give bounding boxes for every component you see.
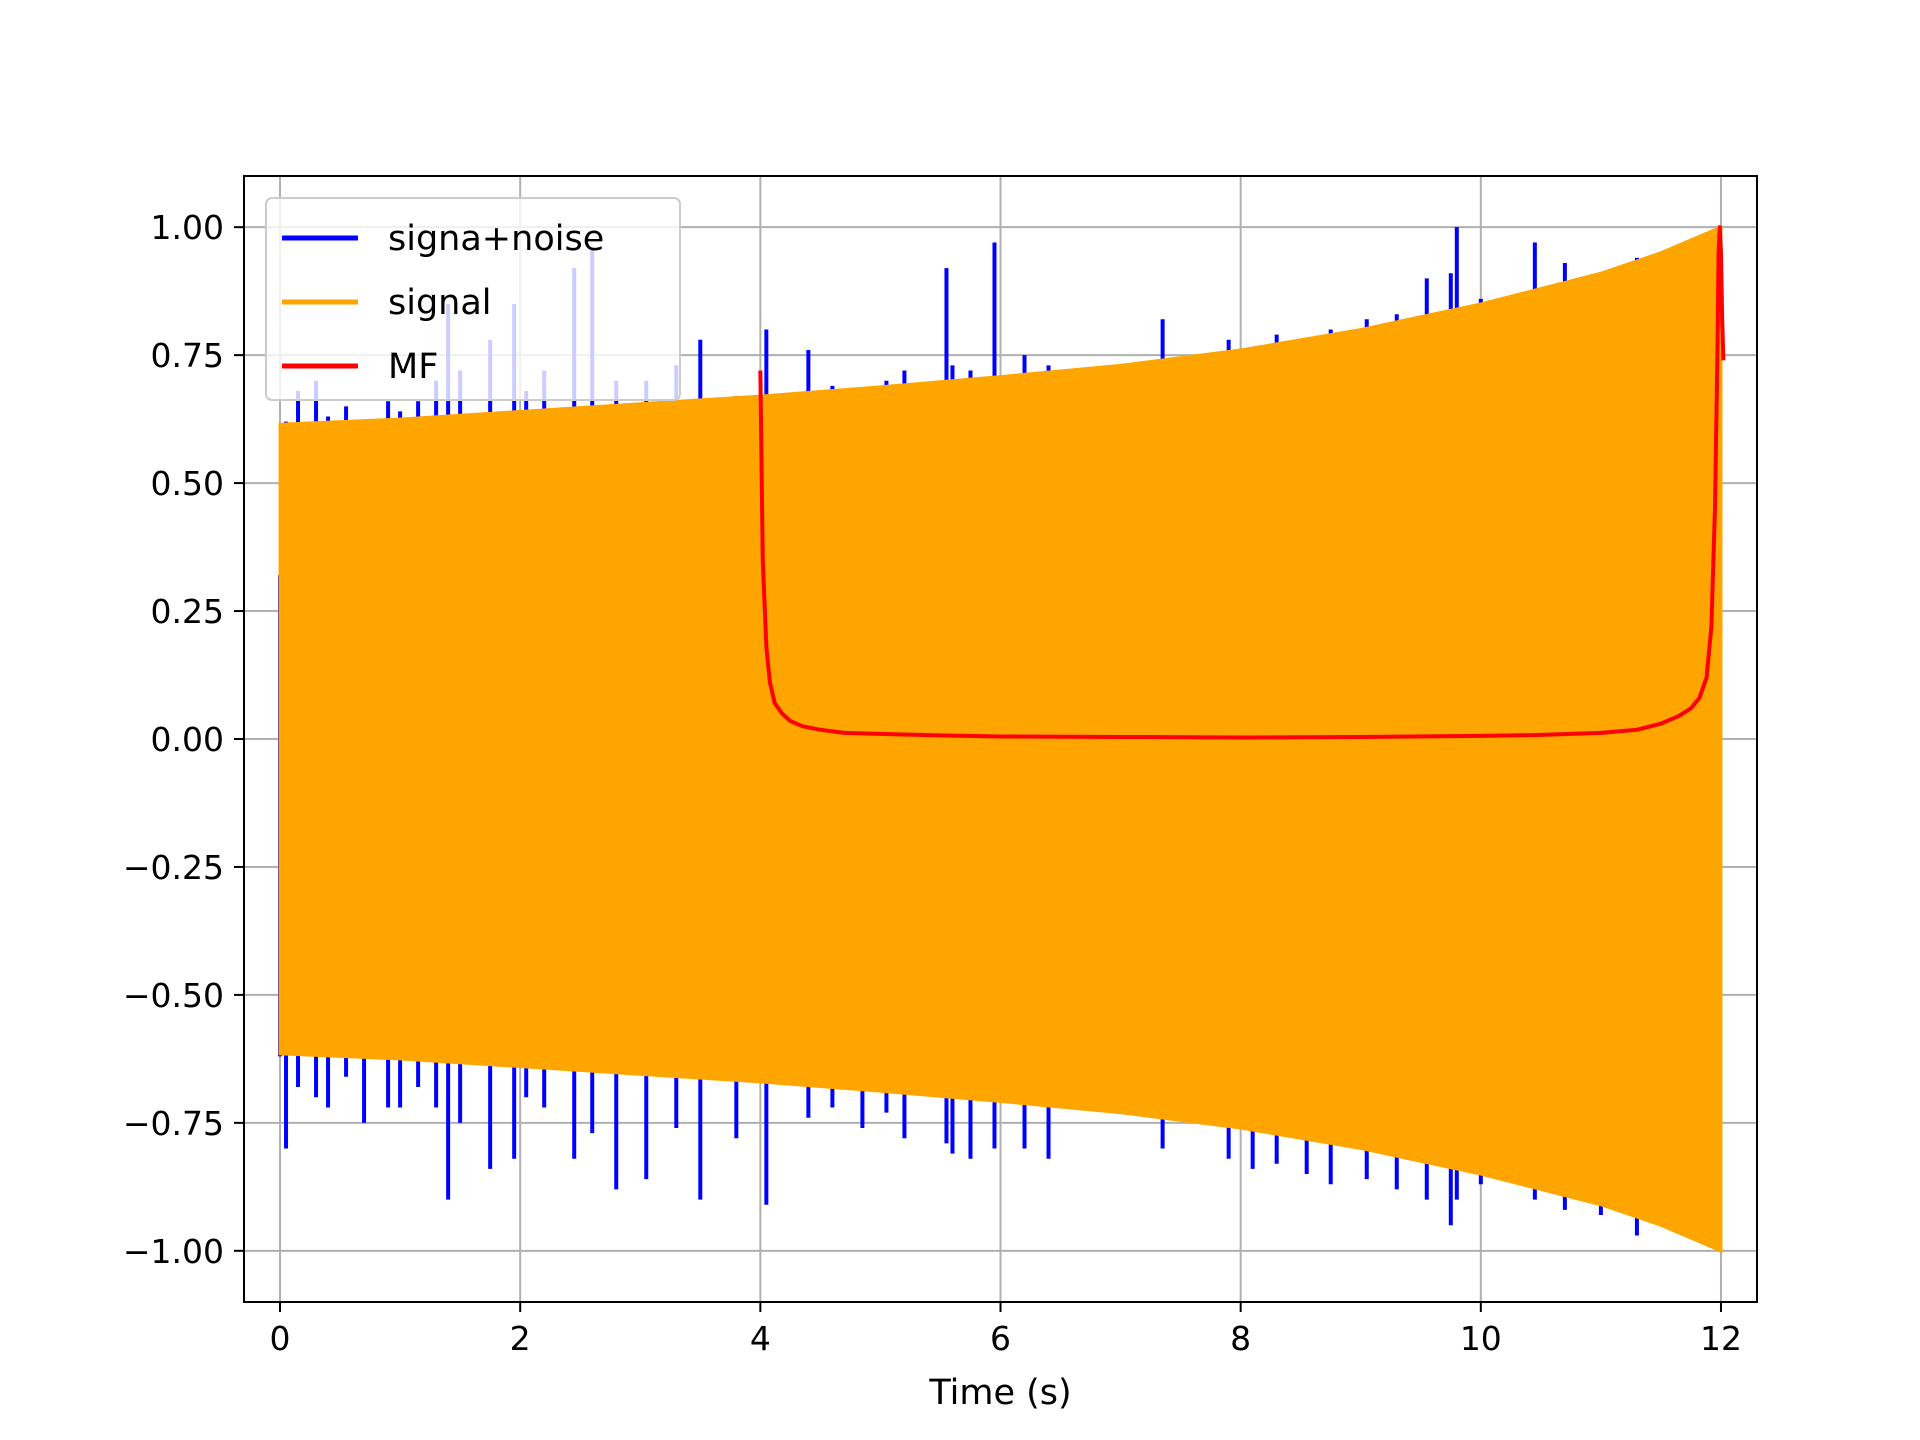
x-tick-label: 4 — [750, 1319, 771, 1358]
y-tick-label: −0.50 — [123, 976, 224, 1015]
x-tick-label: 10 — [1460, 1319, 1502, 1358]
y-tick-label: 0.50 — [151, 464, 224, 503]
legend-label: signal — [388, 283, 492, 323]
x-tick-label: 12 — [1700, 1319, 1742, 1358]
x-tick-label: 2 — [510, 1319, 531, 1358]
y-tick-label: 0.25 — [151, 592, 224, 631]
y-tick-label: 0.75 — [151, 336, 224, 375]
x-tick-label: 8 — [1230, 1319, 1251, 1358]
plot-area — [278, 224, 1726, 1254]
x-tick-label: 6 — [990, 1319, 1011, 1358]
axis-ticks: 0 2 4 6 8 10 12 1.00 0.75 0.50 0.25 0.00 −0.25 −0.50 −… — [123, 208, 1742, 1358]
legend-box — [265, 197, 681, 401]
y-tick-label: 0.00 — [151, 720, 224, 759]
legend: signa+noise signal MF — [265, 197, 681, 401]
signal-envelope — [278, 224, 1723, 1254]
y-tick-label: −0.25 — [123, 848, 224, 887]
x-axis-label: Time (s) — [928, 1373, 1071, 1413]
legend-label: MF — [388, 347, 438, 387]
mf-line — [758, 225, 1726, 740]
y-tick-label: −0.75 — [123, 1104, 224, 1143]
y-tick-label: −1.00 — [123, 1232, 224, 1271]
x-tick-label: 0 — [270, 1319, 291, 1358]
legend-label: signa+noise — [388, 219, 604, 259]
y-tick-label: 1.00 — [151, 208, 224, 247]
